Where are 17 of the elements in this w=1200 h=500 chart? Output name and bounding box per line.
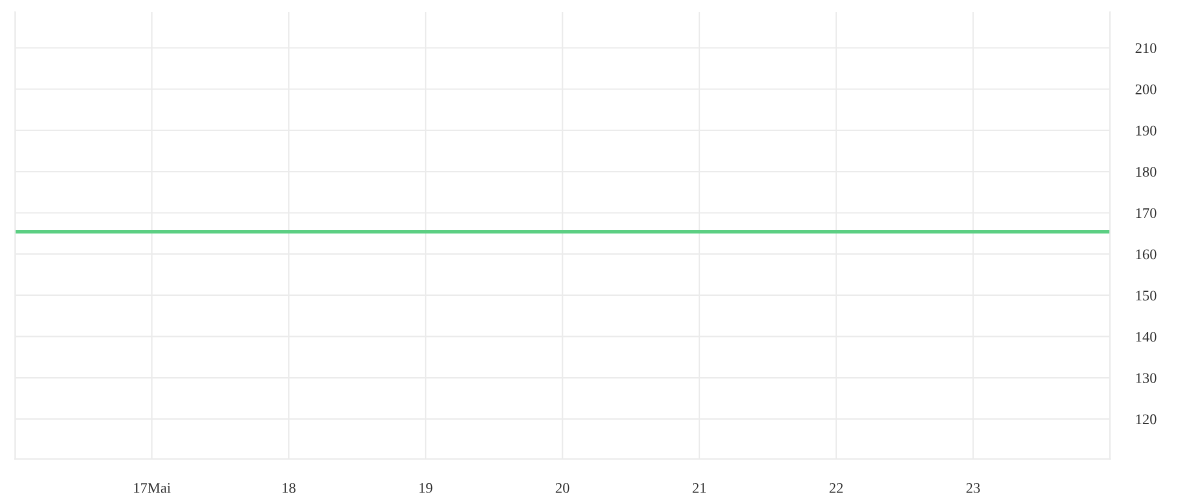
y-tick-label: 170 [1136, 208, 1157, 219]
y-tick-label: 140 [1136, 331, 1157, 342]
y-tick-label: 210 [1135, 43, 1157, 54]
x-tick-label: 17Mai [134, 483, 171, 493]
x-tick-label: 23 [966, 483, 980, 493]
x-tick-label: 18 [282, 483, 296, 493]
y-tick-label: 180 [1136, 166, 1157, 177]
y-tick-label: 130 [1136, 373, 1157, 383]
y-tick-label: 160 [1136, 249, 1157, 260]
x-tick-label: 20 [555, 483, 570, 493]
y-tick-label: 150 [1136, 290, 1157, 301]
y-tick-label: 200 [1135, 84, 1157, 95]
y-tick-label: 190 [1136, 125, 1157, 136]
x-tick-label: 19 [419, 483, 433, 493]
x-tick-label: 22 [829, 483, 843, 493]
x-tick-label: 21 [692, 483, 706, 493]
y-tick-label: 120 [1136, 414, 1157, 425]
